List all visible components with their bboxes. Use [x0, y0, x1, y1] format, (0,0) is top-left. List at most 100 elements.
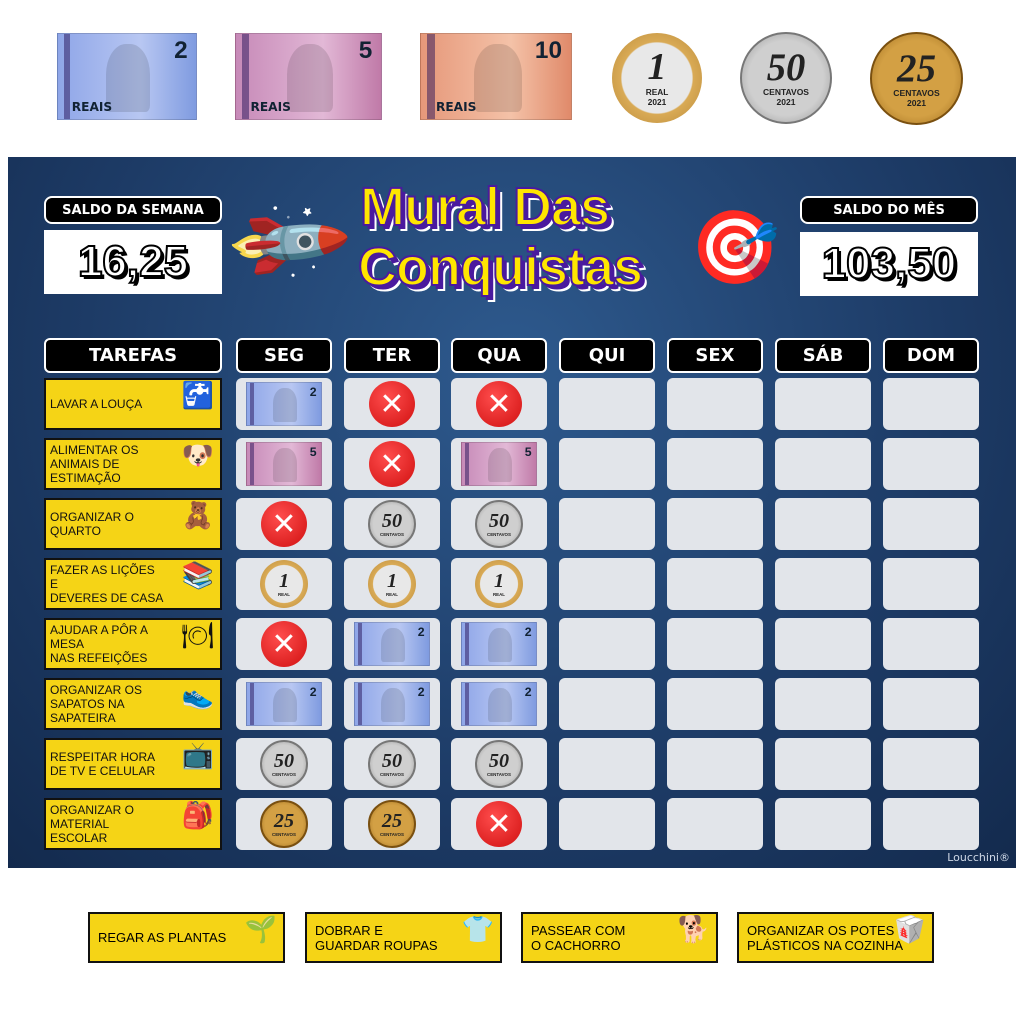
- day-cell-seg[interactable]: 25 CENTAVOS: [236, 798, 332, 850]
- day-cell-seg[interactable]: 2: [236, 678, 332, 730]
- day-cell-ter[interactable]: 2: [344, 678, 440, 730]
- task-card[interactable]: LAVAR A LOUÇA 🚰: [44, 378, 222, 430]
- effigy: [286, 44, 334, 113]
- day-cell-dom[interactable]: [883, 498, 979, 550]
- effigy: [106, 44, 151, 113]
- day-cell-qui[interactable]: [559, 498, 655, 550]
- day-cell-qui[interactable]: [559, 378, 655, 430]
- study-desk-icon: 📚: [181, 560, 214, 590]
- bill-2-reais: 2: [354, 622, 430, 666]
- task-card[interactable]: FAZER AS LIÇÕES E DEVERES DE CASA 📚: [44, 558, 222, 610]
- day-cell-sex[interactable]: [667, 678, 763, 730]
- day-cell-sáb[interactable]: [775, 378, 871, 430]
- day-cell-sex[interactable]: [667, 798, 763, 850]
- extra-task-card[interactable]: ORGANIZAR OS POTES PLÁSTICOS NA COZINHA 🥡: [737, 912, 934, 963]
- day-cell-seg[interactable]: 50 CENTAVOS: [236, 738, 332, 790]
- day-cell-sex[interactable]: [667, 438, 763, 490]
- day-cell-ter[interactable]: 25 CENTAVOS: [344, 798, 440, 850]
- day-cell-qui[interactable]: [559, 438, 655, 490]
- day-cell-sex[interactable]: [667, 498, 763, 550]
- day-cell-ter[interactable]: 50 CENTAVOS: [344, 498, 440, 550]
- bill-10-reais: 10 REAIS: [420, 33, 572, 120]
- coin-label: REAL: [277, 591, 291, 597]
- day-cell-qua[interactable]: 5: [451, 438, 547, 490]
- extra-task-label: REGAR AS PLANTAS: [98, 930, 227, 945]
- day-cell-seg[interactable]: 5: [236, 438, 332, 490]
- coin-25: 25 CENTAVOS: [368, 800, 416, 848]
- shoe-rack-icon: 👟: [181, 680, 214, 710]
- month-balance-value: 103,50: [800, 232, 978, 296]
- coin-label: REAL: [492, 591, 506, 597]
- effigy: [487, 628, 512, 662]
- day-cell-sáb[interactable]: [775, 738, 871, 790]
- task-card[interactable]: ORGANIZAR O QUARTO 🧸: [44, 498, 222, 550]
- day-cell-seg[interactable]: ✕: [236, 498, 332, 550]
- task-card[interactable]: ORGANIZAR O MATERIAL ESCOLAR 🎒: [44, 798, 222, 850]
- day-cell-seg[interactable]: 2: [236, 378, 332, 430]
- day-cell-sáb[interactable]: [775, 558, 871, 610]
- day-cell-dom[interactable]: [883, 738, 979, 790]
- day-cell-ter[interactable]: 50 CENTAVOS: [344, 738, 440, 790]
- day-cell-dom[interactable]: [883, 438, 979, 490]
- day-cell-seg[interactable]: 1 REAL: [236, 558, 332, 610]
- task-card[interactable]: AJUDAR A PÔR A MESA NAS REFEIÇÕES 🍽: [44, 618, 222, 670]
- extra-task-card[interactable]: DOBRAR E GUARDAR ROUPAS 👕: [305, 912, 502, 963]
- day-cell-sex[interactable]: [667, 618, 763, 670]
- effigy: [272, 688, 297, 722]
- bill-denomination: 10: [534, 37, 562, 65]
- day-cell-ter[interactable]: ✕: [344, 438, 440, 490]
- task-card[interactable]: ALIMENTAR OS ANIMAIS DE ESTIMAÇÃO 🐶: [44, 438, 222, 490]
- backpack-icon: 🎒: [181, 800, 214, 830]
- day-cell-qua[interactable]: ✕: [451, 378, 547, 430]
- day-cell-qua[interactable]: 50 CENTAVOS: [451, 498, 547, 550]
- extra-task-card[interactable]: REGAR AS PLANTAS 🌱: [88, 912, 285, 963]
- day-cell-sáb[interactable]: [775, 618, 871, 670]
- day-cell-qua[interactable]: 2: [451, 618, 547, 670]
- bill-2-reais: 2 REAIS: [57, 33, 197, 120]
- day-cell-sáb[interactable]: [775, 438, 871, 490]
- day-cell-sáb[interactable]: [775, 678, 871, 730]
- day-cell-dom[interactable]: [883, 798, 979, 850]
- bill-2-reais: 2: [246, 382, 322, 426]
- task-card[interactable]: ORGANIZAR OS SAPATOS NA SAPATEIRA 👟: [44, 678, 222, 730]
- task-label: FAZER AS LIÇÕES E DEVERES DE CASA: [50, 563, 164, 605]
- day-cell-ter[interactable]: 2: [344, 618, 440, 670]
- day-cell-qua[interactable]: 1 REAL: [451, 558, 547, 610]
- extra-task-card[interactable]: PASSEAR COM O CACHORRO 🐕: [521, 912, 718, 963]
- day-cell-sex[interactable]: [667, 738, 763, 790]
- bill-denomination: 5: [309, 444, 317, 459]
- plate-cutlery-icon: 🍽: [180, 620, 214, 650]
- day-cell-sex[interactable]: [667, 558, 763, 610]
- week-balance-value: 16,25: [44, 230, 222, 294]
- day-cell-qui[interactable]: [559, 618, 655, 670]
- day-cell-ter[interactable]: ✕: [344, 378, 440, 430]
- bill-denomination: 2: [417, 624, 425, 639]
- day-cell-sáb[interactable]: [775, 798, 871, 850]
- task-card[interactable]: RESPEITAR HORA DE TV E CELULAR 📺: [44, 738, 222, 790]
- day-cell-qua[interactable]: ✕: [451, 798, 547, 850]
- day-cell-sáb[interactable]: [775, 498, 871, 550]
- day-cell-dom[interactable]: [883, 618, 979, 670]
- day-cell-seg[interactable]: ✕: [236, 618, 332, 670]
- coin-50: 50 CENTAVOS: [260, 740, 308, 788]
- coin-label: CENTAVOS: [380, 831, 404, 837]
- tasks-header: TAREFAS: [44, 338, 222, 373]
- day-cell-qua[interactable]: 50 CENTAVOS: [451, 738, 547, 790]
- coin-label: CENTAVOS: [487, 531, 511, 537]
- day-cell-dom[interactable]: [883, 378, 979, 430]
- bill-denomination: 5: [358, 37, 373, 65]
- day-cell-dom[interactable]: [883, 558, 979, 610]
- day-cell-qua[interactable]: 2: [451, 678, 547, 730]
- day-cell-dom[interactable]: [883, 678, 979, 730]
- security-strip: [249, 683, 254, 725]
- day-cell-qui[interactable]: [559, 678, 655, 730]
- coin-value: 50: [381, 750, 403, 773]
- day-cell-ter[interactable]: 1 REAL: [344, 558, 440, 610]
- day-header-qui: QUI: [559, 338, 655, 373]
- day-cell-qui[interactable]: [559, 798, 655, 850]
- day-cell-sex[interactable]: [667, 378, 763, 430]
- extra-task-label: PASSEAR COM O CACHORRO: [531, 922, 626, 953]
- day-cell-qui[interactable]: [559, 558, 655, 610]
- day-cell-qui[interactable]: [559, 738, 655, 790]
- day-header-ter: TER: [344, 338, 440, 373]
